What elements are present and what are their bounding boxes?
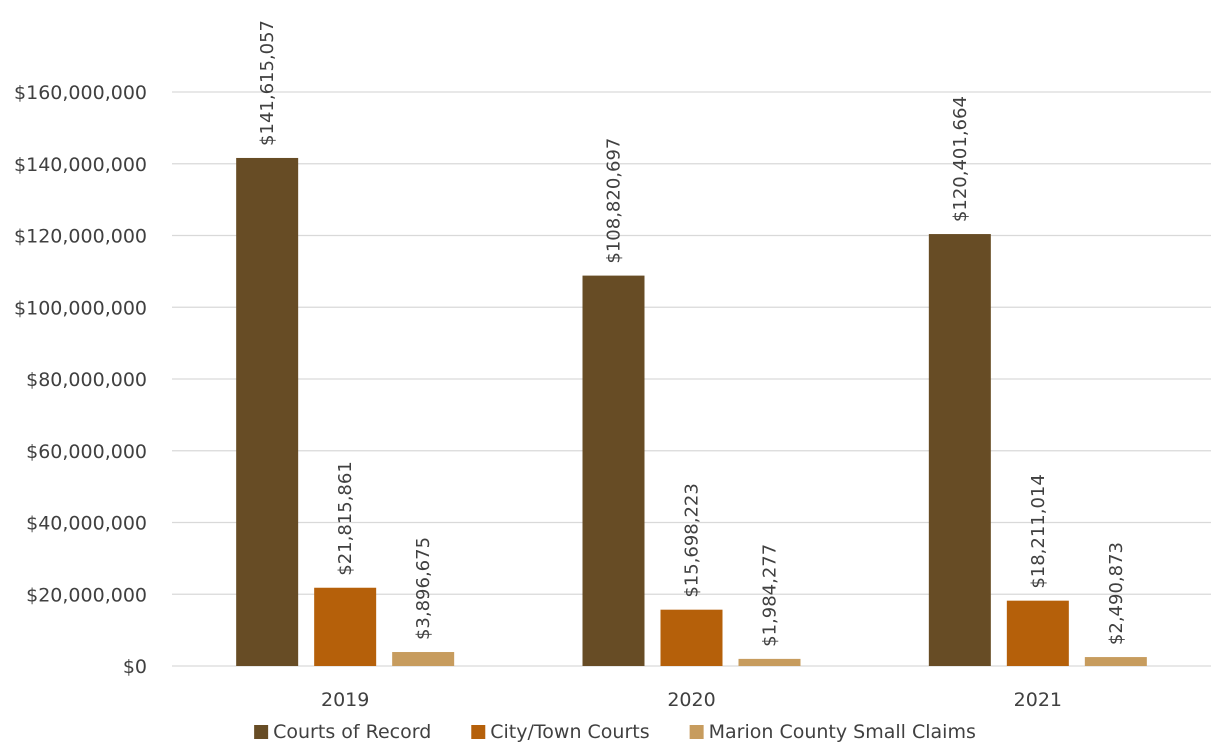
y-tick-label: $100,000,000: [14, 297, 147, 319]
data-label: $120,401,664: [950, 96, 971, 222]
bar: [1084, 657, 1147, 666]
x-category-label: 2021: [1014, 689, 1062, 711]
x-axis-category-labels: 2019 2020 2021: [321, 689, 1062, 711]
data-label: $21,815,861: [335, 461, 356, 576]
bar: [928, 234, 991, 667]
bars: [236, 157, 1147, 667]
bar: [392, 652, 455, 666]
y-axis-tick-labels: $0 $20,000,000 $40,000,000 $60,000,000 $80,0…: [14, 82, 147, 678]
data-labels: $141,615,057 $21,815,861 $3,896,675 $108,82…: [257, 20, 1127, 647]
x-category-label: 2019: [321, 689, 369, 711]
legend: Courts of Record City/Town Courts Marion C…: [254, 721, 976, 743]
legend-swatch: [689, 725, 704, 739]
data-label: $15,698,223: [682, 483, 703, 598]
y-tick-label: $140,000,000: [14, 154, 147, 176]
y-tick-label: $80,000,000: [26, 369, 147, 391]
bar: [660, 609, 723, 666]
data-label: $141,615,057: [257, 20, 278, 146]
y-tick-label: $40,000,000: [26, 513, 147, 535]
legend-label: Marion County Small Claims: [709, 721, 976, 743]
bar: [1006, 600, 1069, 666]
bar: [236, 157, 299, 666]
y-tick-label: $20,000,000: [26, 584, 147, 606]
bar: [738, 658, 801, 666]
data-label: $1,984,277: [760, 544, 781, 647]
bar: [314, 587, 377, 666]
y-tick-label: $160,000,000: [14, 82, 147, 104]
y-tick-label: $120,000,000: [14, 226, 147, 248]
bar: [582, 275, 645, 666]
data-label: $2,490,873: [1106, 542, 1127, 645]
y-tick-label: $0: [123, 656, 147, 678]
legend-swatch: [254, 725, 269, 739]
data-label: $18,211,014: [1028, 474, 1049, 589]
legend-swatch: [471, 725, 486, 739]
y-tick-label: $60,000,000: [26, 441, 147, 463]
data-label: $3,896,675: [413, 537, 434, 640]
x-category-label: 2020: [667, 689, 715, 711]
legend-label: City/Town Courts: [490, 721, 649, 743]
legend-label: Courts of Record: [273, 721, 431, 743]
data-label: $108,820,697: [604, 138, 625, 264]
